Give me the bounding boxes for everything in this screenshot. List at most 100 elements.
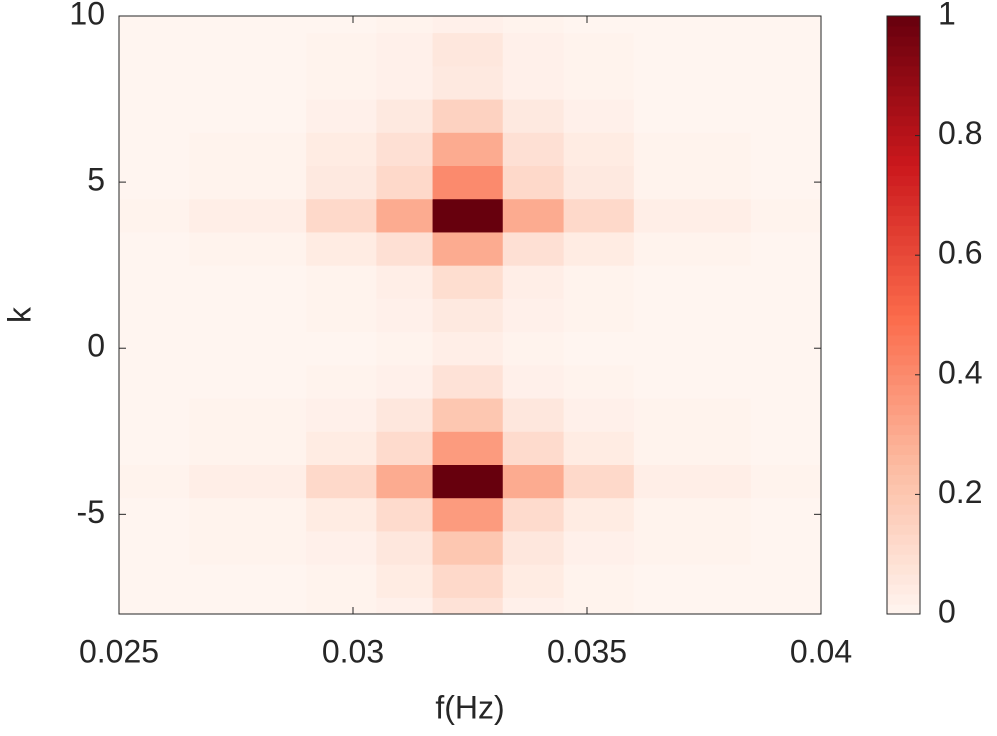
y-axis-label: k (1, 306, 37, 323)
heat-cell (376, 99, 434, 133)
heat-cell (502, 464, 565, 499)
heat-cell (750, 198, 822, 233)
colorbar-step (887, 115, 920, 127)
heat-cell (306, 364, 377, 399)
heat-cell (432, 265, 504, 299)
colorbar-step (887, 255, 920, 266)
colorbar-step (887, 245, 920, 256)
heat-cell (502, 265, 565, 299)
heat-cell (189, 132, 307, 166)
colorbar-step (887, 305, 920, 316)
colorbar-step (887, 464, 920, 475)
heat-cell (750, 364, 822, 399)
heat-cell (563, 564, 635, 598)
heat-cell (563, 198, 635, 233)
colorbar-step (887, 494, 920, 505)
heat-cell (376, 331, 434, 366)
heat-cell (432, 564, 504, 598)
heat-cell (306, 99, 377, 133)
x-tick-label: 0.025 (79, 633, 159, 669)
heat-cell (189, 564, 307, 598)
heat-cell (563, 265, 635, 299)
heat-cell (750, 99, 822, 133)
heat-cell (306, 530, 377, 565)
heat-cell (432, 497, 504, 532)
colorbar-step (887, 434, 920, 446)
heat-cell (502, 132, 565, 166)
colorbar-step (887, 265, 920, 276)
colorbar-step (887, 125, 920, 137)
colorbar-step (887, 285, 920, 296)
heat-cell (633, 398, 752, 432)
heat-cell (633, 564, 752, 598)
heat-cell (563, 298, 635, 333)
colorbar-step (887, 574, 920, 585)
heat-cell (432, 165, 504, 200)
heat-cell (119, 530, 190, 565)
heat-cell (376, 364, 434, 399)
heat-cell (306, 132, 377, 166)
colorbar-step (887, 275, 920, 286)
heat-cell (376, 198, 434, 233)
heat-cell (502, 398, 565, 432)
heat-cell (189, 497, 307, 532)
heat-cell (502, 298, 565, 333)
heat-cell (189, 331, 307, 366)
colorbar-step (887, 554, 920, 565)
heat-cell (633, 497, 752, 532)
heat-cell (376, 530, 434, 565)
heat-cell (376, 132, 434, 166)
heat-cell (750, 165, 822, 200)
heat-cell (306, 497, 377, 532)
colorbar-tick-label: 0 (938, 593, 956, 629)
heat-cell (502, 530, 565, 565)
heat-cell (563, 16, 635, 34)
colorbar-step (887, 404, 920, 416)
colorbar-step (887, 394, 920, 406)
x-tick-label: 0.035 (547, 633, 627, 669)
heat-cell (119, 165, 190, 200)
heat-cell (633, 165, 752, 200)
heat-cell (633, 65, 752, 100)
colorbar-step (887, 354, 920, 366)
heat-cell (306, 65, 377, 100)
colorbar-step (887, 584, 920, 595)
heat-cell (633, 364, 752, 399)
heat-cell (502, 564, 565, 598)
heat-cell (306, 231, 377, 266)
heat-cell (750, 265, 822, 299)
heat-cell (750, 497, 822, 532)
heat-cell (376, 398, 434, 432)
colorbar-step (887, 374, 920, 386)
heat-cell (750, 32, 822, 67)
colorbar-step (887, 55, 920, 67)
heat-cell (563, 364, 635, 399)
colorbar-step (887, 225, 920, 236)
heat-cell (306, 32, 377, 67)
heat-cell (750, 530, 822, 565)
heat-cell (189, 198, 307, 233)
heat-cell (432, 198, 504, 233)
heat-cell (502, 32, 565, 67)
heat-cell (750, 464, 822, 499)
heat-cell (563, 597, 635, 615)
x-tick-label: 0.04 (790, 633, 852, 669)
colorbar-frame (886, 15, 921, 615)
heat-cell (633, 198, 752, 233)
heat-cell (563, 331, 635, 366)
heat-cell (119, 298, 190, 333)
colorbar-step (887, 195, 920, 206)
colorbar-step (887, 135, 920, 147)
heat-cell (119, 597, 190, 615)
heat-cell (189, 99, 307, 133)
heat-cell (563, 132, 635, 166)
heat-cell (502, 16, 565, 34)
heat-cell (563, 464, 635, 499)
heat-cell (306, 331, 377, 366)
heat-cell (119, 331, 190, 366)
heat-cell (119, 431, 190, 465)
heat-cell (432, 32, 504, 67)
heat-cell (306, 165, 377, 200)
heat-cell (432, 298, 504, 333)
heat-cell (306, 564, 377, 598)
